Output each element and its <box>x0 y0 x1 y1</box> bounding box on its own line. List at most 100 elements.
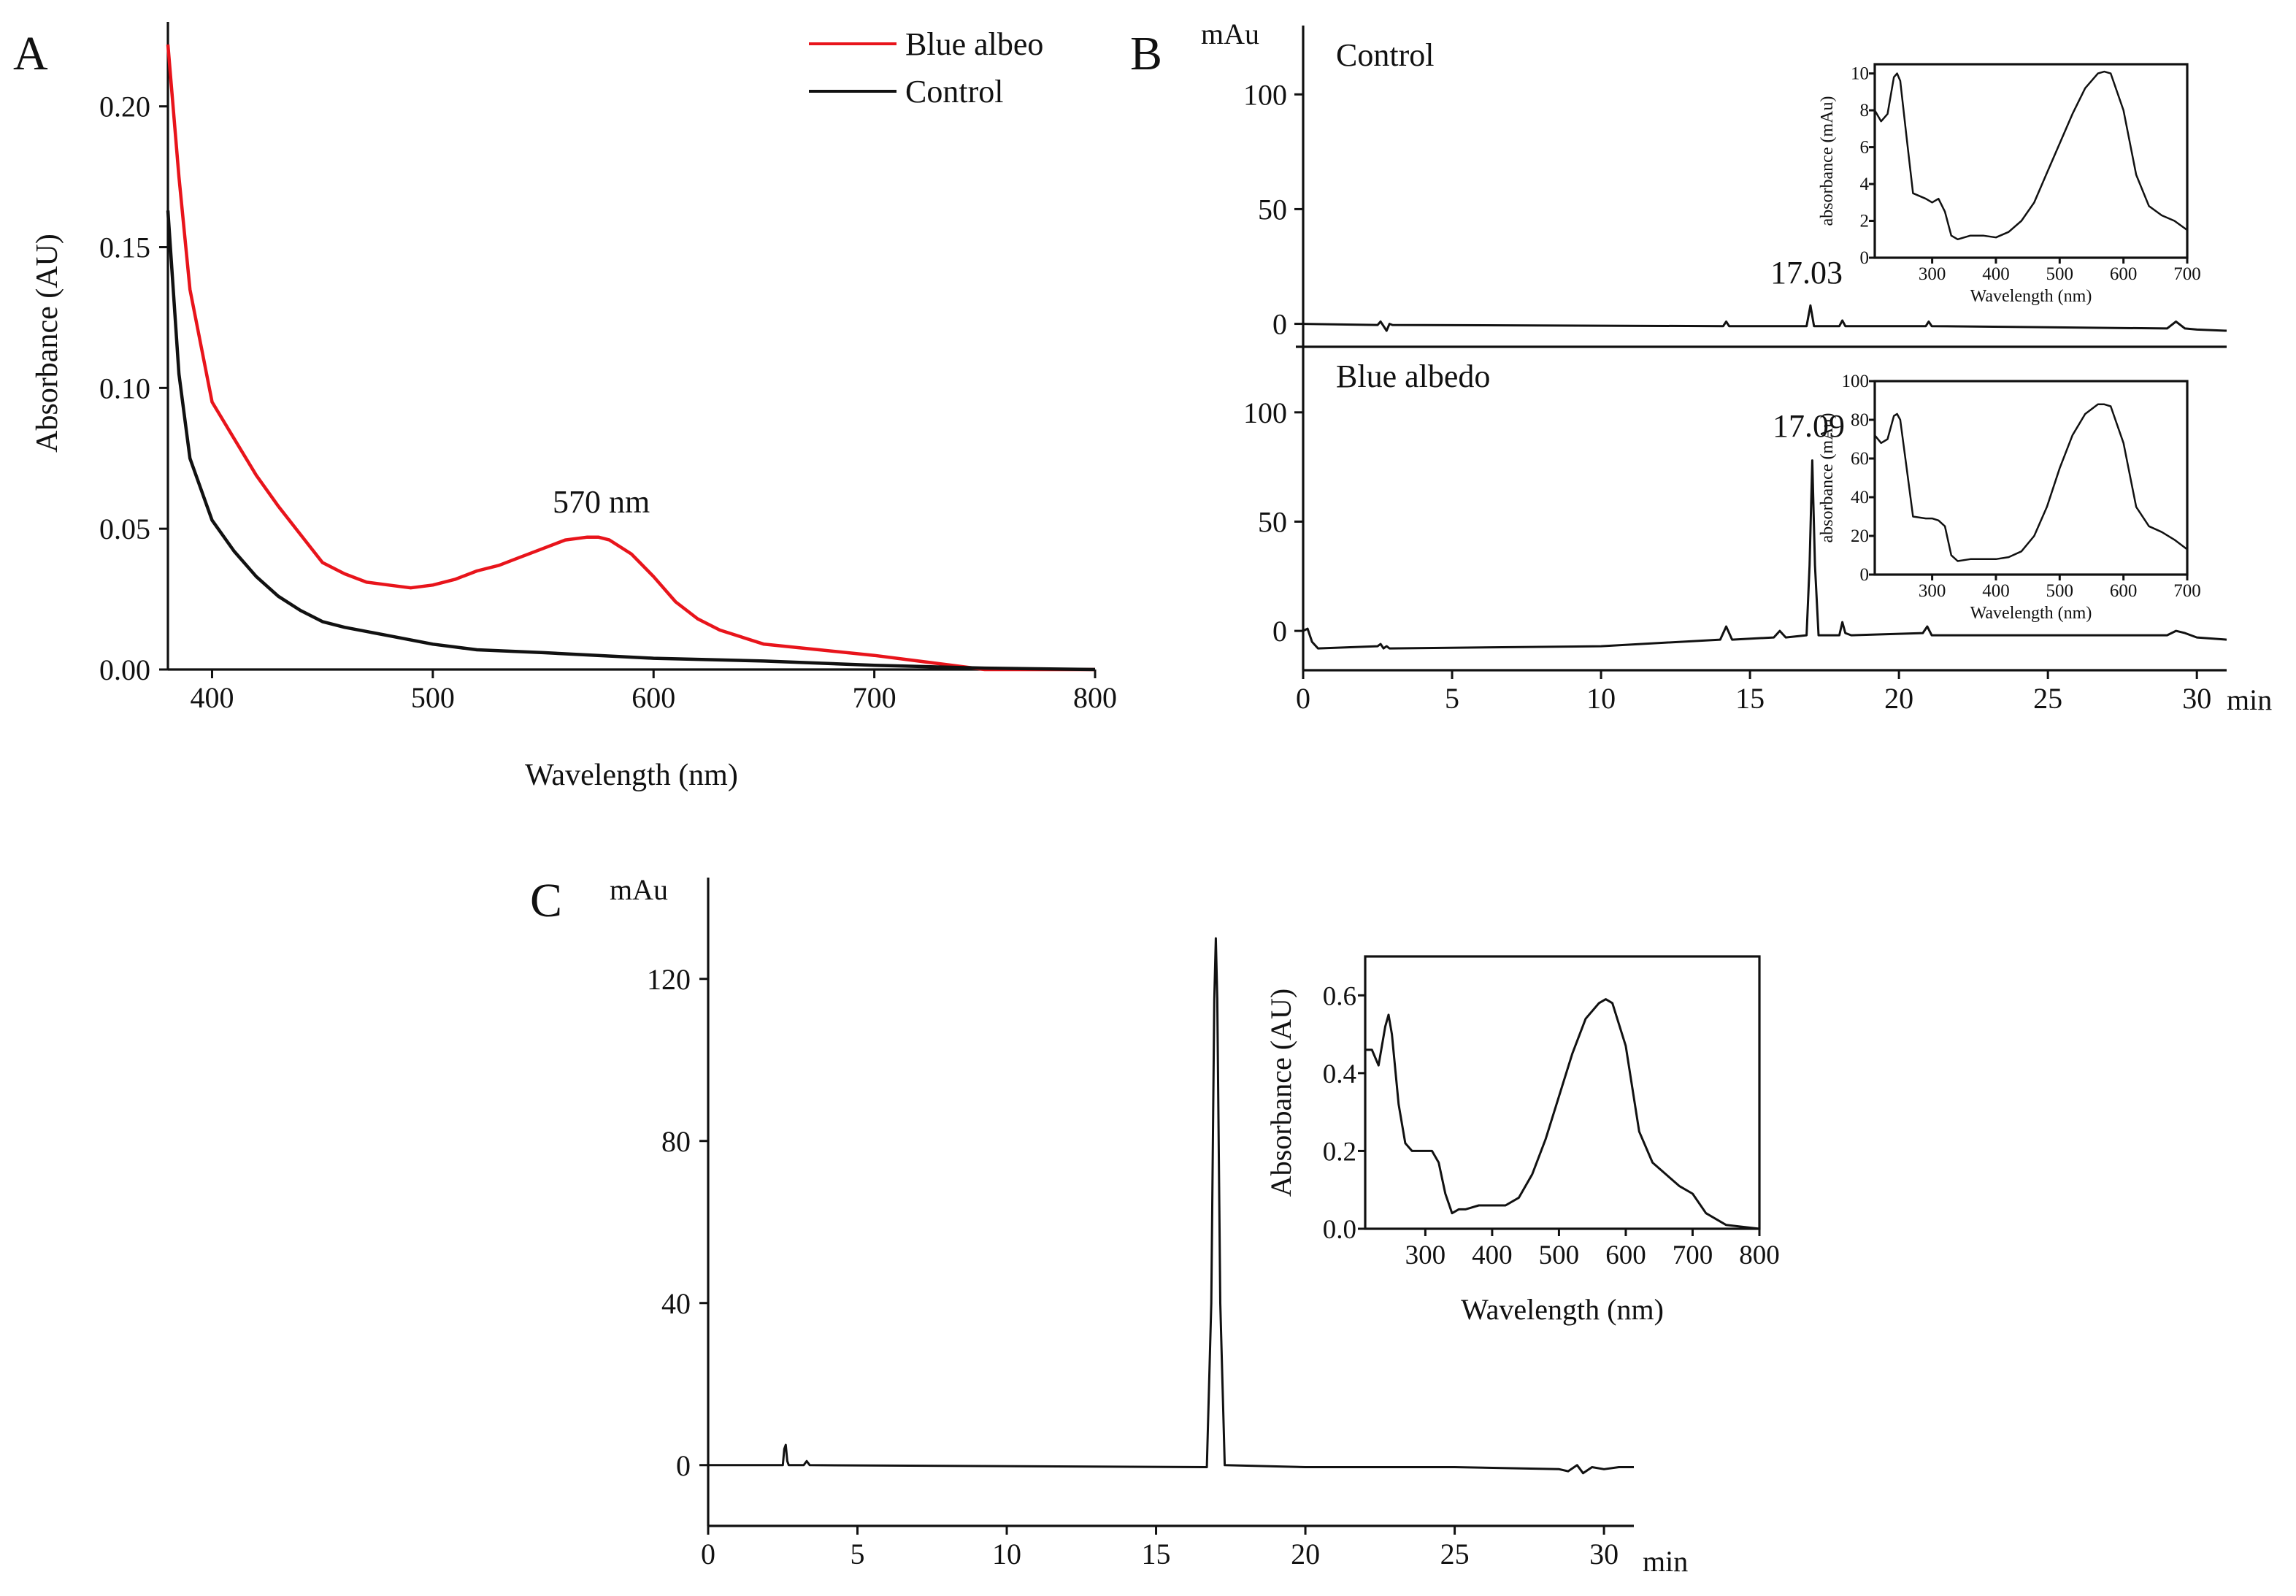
B-blue-inset-x-tick-label: 300 <box>1919 581 1946 601</box>
legend-label-blue-albeo: Blue albeo <box>905 26 1043 62</box>
B-blue-y-tick-label: 50 <box>1258 505 1287 538</box>
B-control-inset-y-tick-label: 10 <box>1851 64 1869 84</box>
B-control-inset-x-tick-label: 600 <box>2110 264 2138 284</box>
B-control-inset-x-tick-label: 700 <box>2173 264 2201 284</box>
panel-b-blue-inset-frame <box>1873 380 2189 576</box>
panel-a-label: A <box>13 27 48 80</box>
C-y-tick-label: 0 <box>676 1449 691 1482</box>
B-blue-y-tick-label: 0 <box>1272 615 1287 648</box>
B-control-y-tick-label: 0 <box>1272 308 1287 341</box>
A-y-tick-label: 0.20 <box>99 91 150 123</box>
B-blue-inset-y-axis-title: absorbance (mAu) <box>1818 413 1837 543</box>
C-inset-y-tick-label: 0.6 <box>1323 981 1356 1011</box>
panel-b-peak-control: 17.03 <box>1770 255 1843 291</box>
A-y-tick-label: 0.00 <box>99 653 150 686</box>
panel-a-series-control <box>166 210 1096 672</box>
B-blue-x-tick-label: 25 <box>2033 682 2062 715</box>
B-control-inset-spectrum <box>1873 70 2188 241</box>
B-blue-inset-y-tick-label: 20 <box>1851 526 1869 546</box>
C-inset-x-tick-label: 500 <box>1539 1240 1580 1270</box>
B-control-inset-y-tick-label: 8 <box>1860 101 1870 120</box>
B-control-inset-y-tick-label: 2 <box>1860 212 1870 231</box>
B-blue-x-tick-label: 10 <box>1586 682 1616 715</box>
B-control-inset-x-tick-label: 300 <box>1919 264 1946 284</box>
C-y-tick-label: 40 <box>661 1287 691 1320</box>
B-control-inset-x-axis-title: Wavelength (nm) <box>1970 287 2092 306</box>
B-blue-inset-x-tick-label: 700 <box>2173 581 2201 601</box>
B-blue-inset-y-tick-label: 0 <box>1860 565 1870 585</box>
C-y-tick-label: 80 <box>661 1125 691 1158</box>
panel-b-control-label: Control <box>1336 37 1434 73</box>
C-x-tick-label: 5 <box>851 1538 865 1570</box>
C-x-tick-label: 0 <box>701 1538 715 1570</box>
A-x-tick-label: 500 <box>411 681 455 714</box>
B-blue-inset-x-tick-label: 500 <box>2046 581 2074 601</box>
C-inset-x-tick-label: 700 <box>1673 1240 1713 1270</box>
panel-b-label: B <box>1130 27 1162 80</box>
B-blue-inset-y-tick-label: 100 <box>1842 372 1870 391</box>
B-control-inset-y-axis-title: absorbance (mAu) <box>1818 96 1837 226</box>
B-blue-inset-x-tick-label: 600 <box>2110 581 2138 601</box>
B-control-inset-y-tick-label: 6 <box>1860 138 1870 158</box>
panel-b-control-inset-frame <box>1873 63 2189 259</box>
panel-b-control-chromatogram <box>1302 304 2227 332</box>
C-y-tick-label: 120 <box>647 963 691 996</box>
legend-label-control: Control <box>905 74 1003 110</box>
B-control-y-tick-label: 100 <box>1243 78 1287 111</box>
panel-a-y-axis-title: Absorbance (AU) <box>31 234 64 453</box>
panel-b-peak-blue: 17.09 <box>1773 408 1845 444</box>
B-blue-y-tick-label: 100 <box>1243 396 1287 429</box>
C-x-tick-label: 25 <box>1440 1538 1470 1570</box>
C-inset-x-tick-label: 400 <box>1472 1240 1513 1270</box>
B-blue-inset-y-tick-label: 60 <box>1851 449 1869 469</box>
B-blue-inset-y-tick-label: 40 <box>1851 488 1869 507</box>
C-inset-y-tick-label: 0.0 <box>1323 1215 1356 1245</box>
B-control-inset-y-tick-label: 0 <box>1860 248 1870 268</box>
C-inset-x-tick-label: 300 <box>1405 1240 1446 1270</box>
panel-a-series-blue-albeo <box>166 44 1095 672</box>
panel-c-inset-x-axis-title: Wavelength (nm) <box>1461 1293 1664 1326</box>
B-control-inset-x-tick-label: 400 <box>1982 264 2010 284</box>
panel-c-x-unit: min <box>1643 1545 1688 1578</box>
B-blue-x-tick-label: 15 <box>1735 682 1765 715</box>
panel-c-inset-y-axis-title: Absorbance (AU) <box>1264 989 1297 1197</box>
B-blue-inset-spectrum <box>1874 403 2188 562</box>
A-x-tick-label: 700 <box>853 681 896 714</box>
panel-b-x-unit: min <box>2227 683 2272 716</box>
B-control-y-tick-label: 50 <box>1258 193 1287 226</box>
panel-c-inset-frame <box>1364 955 1761 1230</box>
C-x-tick-label: 30 <box>1589 1538 1619 1570</box>
C-inset-y-tick-label: 0.4 <box>1323 1059 1356 1089</box>
panel-a-peak-annotation: 570 nm <box>553 484 650 520</box>
panel-c-inset-spectrum <box>1365 998 1760 1230</box>
C-x-tick-label: 15 <box>1142 1538 1171 1570</box>
C-inset-y-tick-label: 0.2 <box>1323 1137 1356 1167</box>
B-blue-x-tick-label: 0 <box>1296 682 1310 715</box>
C-x-tick-label: 20 <box>1291 1538 1320 1570</box>
A-x-tick-label: 800 <box>1073 681 1117 714</box>
panel-a-x-axis-title: Wavelength (nm) <box>525 759 738 792</box>
panel-c-chromatogram <box>708 937 1634 1475</box>
B-blue-x-tick-label: 30 <box>2182 682 2211 715</box>
panel-b-blue-label: Blue albedo <box>1336 358 1490 394</box>
B-blue-inset-x-tick-label: 400 <box>1982 581 2010 601</box>
panel-b-y-unit: mAu <box>1201 18 1259 50</box>
B-blue-inset-y-tick-label: 80 <box>1851 410 1869 430</box>
panel-c-label: C <box>530 874 562 927</box>
A-y-tick-label: 0.05 <box>99 513 150 545</box>
C-x-tick-label: 10 <box>992 1538 1021 1570</box>
B-control-inset-y-tick-label: 4 <box>1860 174 1870 194</box>
A-x-tick-label: 600 <box>631 681 675 714</box>
B-blue-x-tick-label: 5 <box>1445 682 1459 715</box>
C-inset-x-tick-label: 800 <box>1739 1240 1780 1270</box>
panel-b-blue-chromatogram <box>1302 459 2227 650</box>
B-blue-inset-x-axis-title: Wavelength (nm) <box>1970 604 2092 623</box>
A-y-tick-label: 0.10 <box>99 372 150 404</box>
A-y-tick-label: 0.15 <box>99 231 150 264</box>
B-control-inset-x-tick-label: 500 <box>2046 264 2074 284</box>
A-x-tick-label: 400 <box>190 681 234 714</box>
panel-c-y-unit: mAu <box>610 873 668 906</box>
B-blue-x-tick-label: 20 <box>1884 682 1913 715</box>
C-inset-x-tick-label: 600 <box>1605 1240 1646 1270</box>
